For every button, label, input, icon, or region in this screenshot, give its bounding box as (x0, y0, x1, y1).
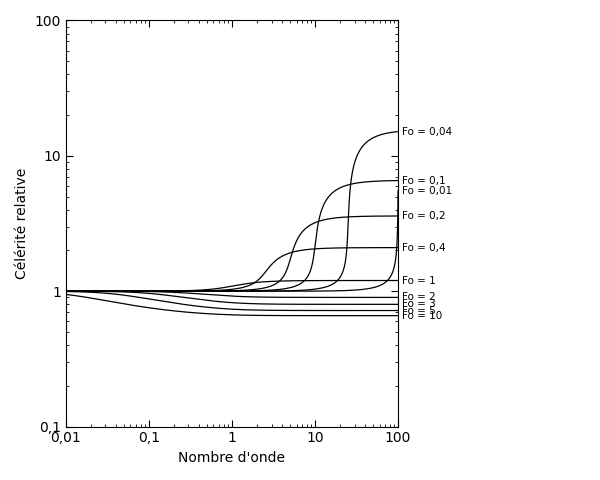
Text: Fo = 2: Fo = 2 (401, 292, 435, 302)
Text: Fo = 3: Fo = 3 (401, 300, 435, 309)
Text: Fo = 0,4: Fo = 0,4 (401, 242, 445, 252)
X-axis label: Nombre d'onde: Nombre d'onde (178, 451, 286, 465)
Text: Fo = 0,04: Fo = 0,04 (401, 127, 452, 136)
Text: Fo = 5: Fo = 5 (401, 306, 435, 315)
Text: Fo = 0,2: Fo = 0,2 (401, 211, 445, 221)
Text: Fo = 10: Fo = 10 (401, 311, 442, 321)
Y-axis label: Célérité relative: Célérité relative (15, 168, 29, 279)
Text: Fo = 0,1: Fo = 0,1 (401, 176, 445, 186)
Text: Fo = 0,01: Fo = 0,01 (401, 186, 452, 196)
Text: Fo = 1: Fo = 1 (401, 276, 435, 286)
